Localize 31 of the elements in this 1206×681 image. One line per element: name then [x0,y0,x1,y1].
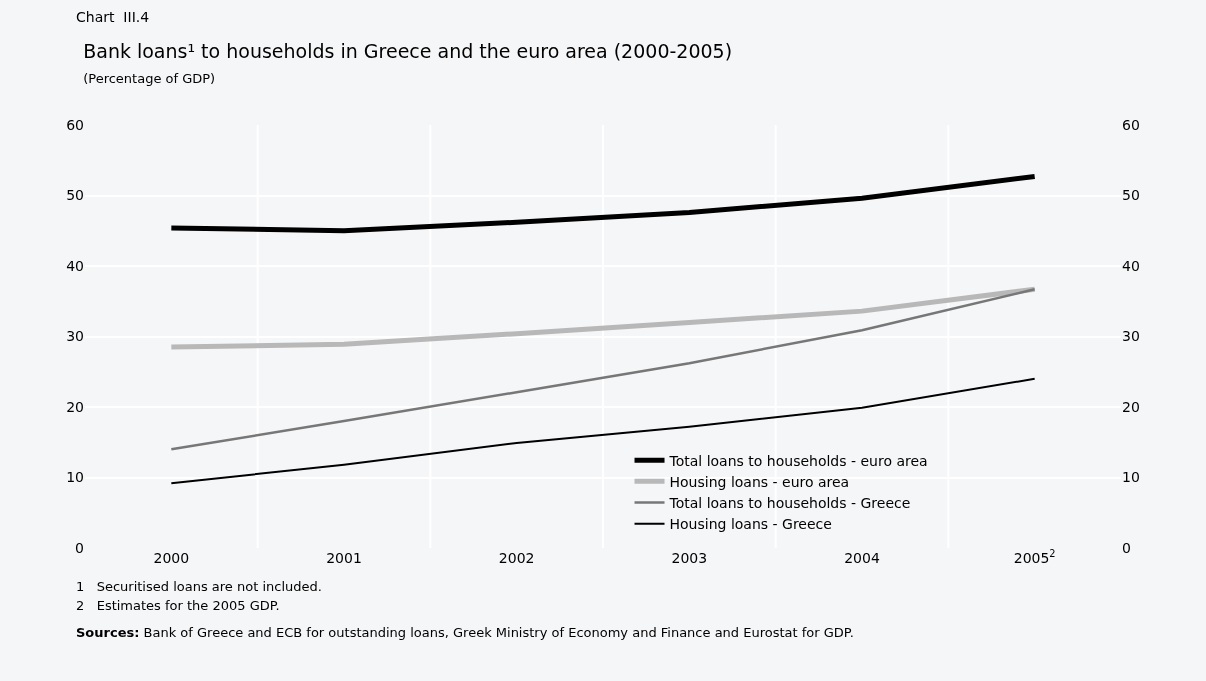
line-series [170,288,1036,451]
x-tick-label: 2004 [844,550,880,566]
text: 2 Estimates for the 2005 GDP. [76,598,280,613]
chart-subtitle: (Percentage of GDP) [83,70,216,86]
legend-label: Housing loans - Greece [669,516,832,533]
chart-title: Bank loans¹ to households in Greece and the euro area (2000-2005) [83,39,733,62]
y2-tick-label: 0 [1122,539,1131,556]
y-tick-label: 40 [66,257,84,274]
x-tick-label: 2005$^{2}$ [1013,548,1056,566]
source-note: Sources: Bank of Greece and ECB for outstanding loans, Greek Ministry of Economy and Finance and Eurostat for GDP. [76,625,854,640]
x-tick-label: 2001 [326,550,362,566]
y-tick-label: 0 [75,539,84,556]
text: Chart III.4 [76,9,150,25]
y2-tick-label: 30 [1122,328,1140,345]
y2-tick-label: 40 [1122,257,1140,274]
legend-label: Total loans to households - euro area [668,452,928,469]
y-tick-label: 50 [66,187,84,204]
x-tick-label: 2000 [153,550,190,566]
y2-tick-label: 20 [1122,398,1140,415]
y2-tick-label: 50 [1122,187,1140,204]
legend-label: Housing loans - euro area [669,473,850,490]
y2-tick-label: 60 [1122,116,1140,133]
legend-label: Total loans to households - Greece [668,495,911,511]
y-tick-label: 10 [66,469,84,486]
y-tick-label: 30 [66,328,84,345]
text: 1 Securitised loans are not included. [76,579,322,594]
y-tick-label: 20 [66,398,84,415]
y2-tick-label: 10 [1122,469,1140,486]
x-tick-label: 2002 [498,550,535,566]
x-tick-label: 2003 [671,550,708,566]
y-tick-label: 60 [66,116,84,133]
